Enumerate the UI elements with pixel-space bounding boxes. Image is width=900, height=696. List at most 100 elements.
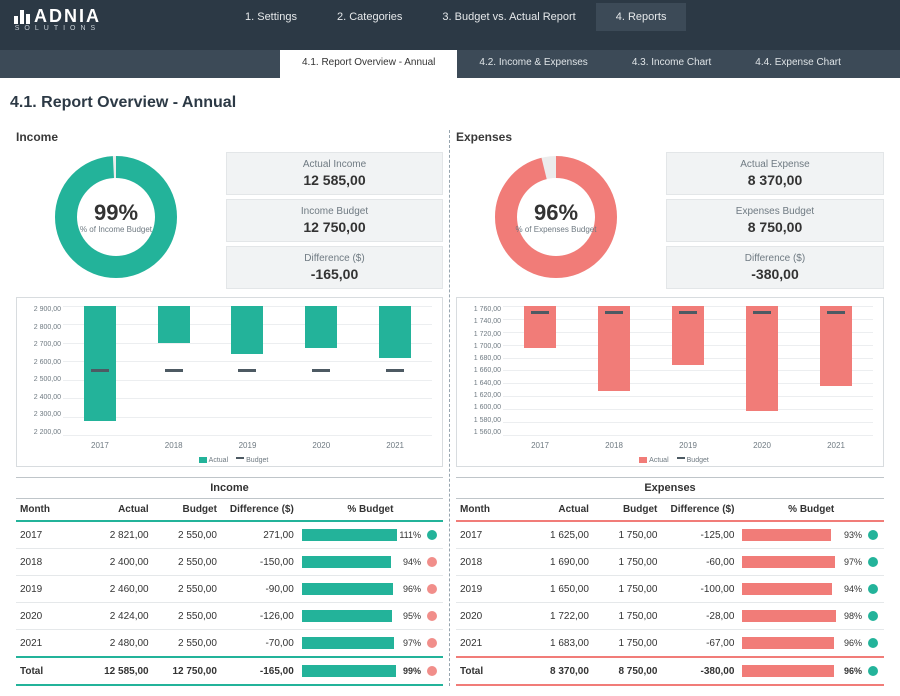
expenses-stat-value-2: -380,00 — [677, 266, 873, 282]
income-th-0: Month — [16, 499, 84, 521]
status-dot-icon — [868, 584, 878, 594]
income-pctbar — [302, 610, 392, 622]
income-budget-mark-2019 — [238, 369, 256, 372]
income-donut-caption: % of Income Budget — [80, 226, 152, 235]
income-section-title: Income — [16, 130, 443, 144]
expenses-pctbar — [742, 610, 836, 622]
status-dot-icon — [427, 530, 437, 540]
expenses-section-title: Expenses — [456, 130, 884, 144]
expenses-th-3: Difference ($) — [661, 499, 738, 521]
income-bar-2018 — [158, 306, 190, 343]
status-dot-icon — [868, 530, 878, 540]
expenses-stat-label-1: Expenses Budget — [677, 206, 873, 217]
page-title: 4.1. Report Overview - Annual — [10, 94, 890, 112]
expenses-budget-mark-2021 — [827, 311, 845, 314]
income-stat-value-2: -165,00 — [237, 266, 432, 282]
income-budget-mark-2021 — [386, 369, 404, 372]
income-budget-mark-2020 — [312, 369, 330, 372]
logo-icon — [14, 10, 30, 24]
brand-name: ADNIA — [34, 6, 101, 27]
expenses-pctbar — [742, 583, 832, 595]
income-stat-card-2: Difference ($) -165,00 — [226, 246, 443, 289]
income-bar-2020 — [305, 306, 337, 348]
brand-logo: ADNIA SOLUTIONS — [0, 0, 115, 32]
expenses-bar-2018 — [598, 306, 630, 391]
income-pctbar — [302, 665, 396, 677]
status-dot-icon — [868, 557, 878, 567]
expenses-budget-mark-2020 — [753, 311, 771, 314]
income-bar-2021 — [379, 306, 411, 358]
status-dot-icon — [427, 611, 437, 621]
status-dot-icon — [868, 611, 878, 621]
subnav-item-0[interactable]: 4.1. Report Overview - Annual — [280, 50, 457, 78]
subnav-item-3[interactable]: 4.4. Expense Chart — [733, 50, 863, 78]
expenses-stat-card-0: Actual Expense 8 370,00 — [666, 152, 884, 195]
income-budget-mark-2018 — [165, 369, 183, 372]
income-bar-2019 — [231, 306, 263, 354]
expenses-bar-2019 — [672, 306, 704, 365]
status-dot-icon — [868, 638, 878, 648]
table-row: 20182 400,002 550,00-150,0094% — [16, 549, 443, 576]
expenses-stat-value-0: 8 370,00 — [677, 172, 873, 188]
income-th-1: Actual — [84, 499, 152, 521]
table-row: 20191 650,001 750,00-100,0094% — [456, 576, 884, 603]
expenses-table-total: Total8 370,008 750,00-380,0096% — [456, 657, 884, 685]
income-pctbar — [302, 529, 397, 541]
nav-item-3[interactable]: 4. Reports — [596, 3, 687, 31]
income-stat-card-1: Income Budget12 750,00 — [226, 199, 443, 242]
top-navbar: ADNIA SOLUTIONS 1. Settings2. Categories… — [0, 0, 900, 50]
income-stat-card-0: Actual Income 12 585,00 — [226, 152, 443, 195]
income-pctbar — [302, 637, 394, 649]
income-stat-label-0: Actual Income — [237, 159, 432, 170]
nav-item-1[interactable]: 2. Categories — [317, 3, 422, 31]
secondary-nav: 4.1. Report Overview - Annual4.2. Income… — [0, 50, 900, 78]
income-th-4: % Budget — [298, 499, 443, 521]
income-stat-value-1: 12 750,00 — [237, 219, 432, 235]
expenses-th-4: % Budget — [738, 499, 884, 521]
table-row: 20212 480,002 550,00-70,0097% — [16, 630, 443, 658]
table-row: 20202 424,002 550,00-126,0095% — [16, 603, 443, 630]
expenses-table-title: Expenses — [456, 477, 884, 499]
nav-item-0[interactable]: 1. Settings — [225, 3, 317, 31]
expenses-budget-mark-2018 — [605, 311, 623, 314]
expenses-stat-card-2: Difference ($) -380,00 — [666, 246, 884, 289]
expenses-bar-2021 — [820, 306, 852, 386]
expenses-chart-legend: ActualBudget — [457, 457, 883, 464]
income-th-2: Budget — [153, 499, 221, 521]
income-th-3: Difference ($) — [221, 499, 298, 521]
expenses-th-1: Actual — [524, 499, 592, 521]
table-row: 20211 683,001 750,00-67,0096% — [456, 630, 884, 658]
expenses-pctbar — [742, 529, 831, 541]
subnav-item-2[interactable]: 4.3. Income Chart — [610, 50, 733, 78]
expenses-bar-2020 — [746, 306, 778, 411]
expenses-budget-mark-2019 — [679, 311, 697, 314]
status-dot-icon — [427, 584, 437, 594]
status-dot-icon — [427, 557, 437, 567]
expenses-donut-caption: % of Expenses Budget — [516, 226, 597, 235]
expenses-budget-mark-2017 — [531, 311, 549, 314]
income-data-table: MonthActualBudgetDifference ($)% Budget2… — [16, 499, 443, 686]
table-row: 20171 625,001 750,00-125,0093% — [456, 521, 884, 549]
income-stat-label-2: Difference ($) — [237, 253, 432, 264]
income-bar-chart: 2 900,002 800,002 700,002 600,002 500,00… — [16, 297, 443, 467]
expenses-stat-label-2: Difference ($) — [677, 253, 873, 264]
expenses-pctbar — [742, 637, 834, 649]
expenses-donut-chart: 96%% of Expenses Budget — [491, 152, 621, 282]
expenses-th-2: Budget — [593, 499, 661, 521]
income-pctbar — [302, 556, 391, 568]
nav-item-2[interactable]: 3. Budget vs. Actual Report — [422, 3, 595, 31]
subnav-item-1[interactable]: 4.2. Income & Expenses — [457, 50, 609, 78]
table-row: 20201 722,001 750,00-28,0098% — [456, 603, 884, 630]
primary-nav: 1. Settings2. Categories3. Budget vs. Ac… — [225, 0, 686, 28]
expenses-pctbar — [742, 556, 835, 568]
income-donut-chart: 99%% of Income Budget — [51, 152, 181, 282]
table-row: 20172 821,002 550,00271,00111% — [16, 521, 443, 549]
expenses-stat-card-1: Expenses Budget8 750,00 — [666, 199, 884, 242]
table-row: 20181 690,001 750,00-60,0097% — [456, 549, 884, 576]
status-dot-icon — [868, 666, 878, 676]
income-budget-mark-2017 — [91, 369, 109, 372]
income-pctbar — [302, 583, 393, 595]
expenses-stat-label-0: Actual Expense — [677, 159, 873, 170]
income-bar-2017 — [84, 306, 116, 421]
income-stat-value-0: 12 585,00 — [237, 172, 432, 188]
